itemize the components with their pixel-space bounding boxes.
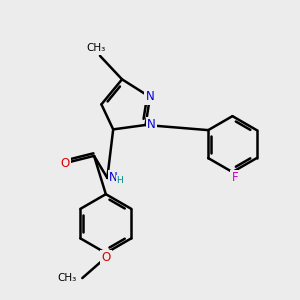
Text: CH₃: CH₃ [57,273,76,283]
Text: N: N [146,91,154,103]
Text: F: F [232,172,238,184]
Text: O: O [101,251,110,264]
Text: N: N [109,172,118,184]
Text: N: N [147,118,156,131]
Text: CH₃: CH₃ [86,44,105,53]
Text: O: O [60,157,69,170]
Text: H: H [116,176,123,185]
